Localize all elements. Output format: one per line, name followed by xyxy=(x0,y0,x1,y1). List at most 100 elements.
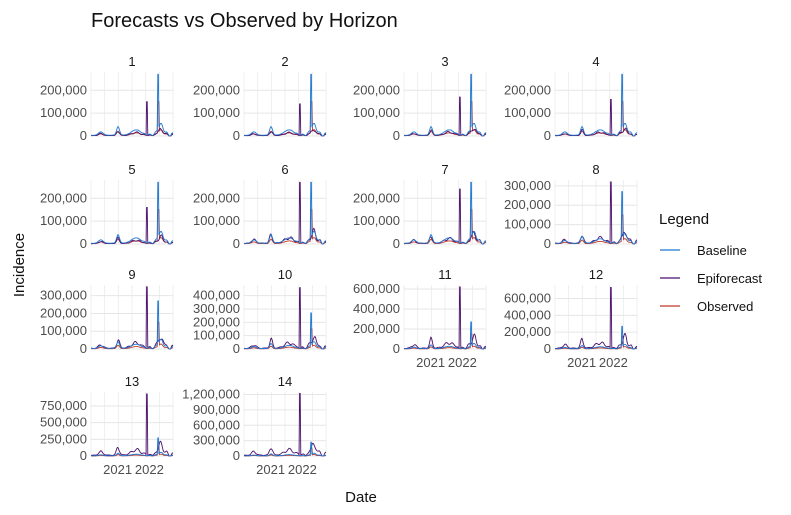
facet-strip-label: 5 xyxy=(128,162,135,177)
facet-panels: 10100,000200,00020100,000200,00030100,00… xyxy=(40,54,638,477)
legend-label-epiforecast: Epiforecast xyxy=(697,271,762,286)
y-tick-label: 300,000 xyxy=(193,301,240,316)
facet-panel-11: 11 0 200,000 400,000 600,000 2021 2022 xyxy=(353,267,487,370)
y-tick-label: 100,000 xyxy=(193,213,240,228)
series-line-baseline xyxy=(555,73,638,137)
y-tick-label: 200,000 xyxy=(353,82,400,97)
facet-panel-3: 3 0 100,000 200,000 xyxy=(353,54,487,143)
facet-strip-label: 11 xyxy=(438,267,452,282)
x-tick-label: 2021 xyxy=(256,462,285,477)
y-tick-label: 0 xyxy=(80,341,87,356)
x-tick-label: 2022 xyxy=(599,355,628,370)
legend-title: Legend xyxy=(659,211,709,228)
y-tick-label: 0 xyxy=(233,236,240,251)
facet-panel-12: 12 0 200,000 400,000 600,000 2021 2022 xyxy=(504,267,638,370)
facet-strip-label: 10 xyxy=(278,267,292,282)
y-tick-label: 100,000 xyxy=(40,213,87,228)
x-axis-title: Date xyxy=(345,489,377,506)
y-tick-label: 0 xyxy=(544,341,551,356)
series-line-observed xyxy=(91,321,173,350)
facet-panel-6: 6 0 100,000 200,000 xyxy=(193,162,327,251)
y-tick-label: 200,000 xyxy=(40,305,87,320)
y-tick-label: 300,000 xyxy=(504,178,551,193)
facet-panel-2: 2 0 100,000 200,000 xyxy=(193,54,327,143)
y-tick-label: 200,000 xyxy=(193,314,240,329)
y-tick-label: 200,000 xyxy=(504,324,551,339)
x-tick-label: 2022 xyxy=(288,462,317,477)
y-tick-label: 600,000 xyxy=(353,281,400,296)
y-tick-label: 750,000 xyxy=(40,398,87,413)
facet-strip-label: 3 xyxy=(441,54,448,69)
facet-strip-label: 14 xyxy=(278,374,292,389)
y-tick-label: 0 xyxy=(393,236,400,251)
series-line-baseline xyxy=(91,300,174,350)
y-tick-label: 100,000 xyxy=(193,105,240,120)
series-line-baseline xyxy=(404,181,487,245)
facet-strip-label: 4 xyxy=(592,54,599,69)
y-tick-label: 0 xyxy=(544,236,551,251)
facet-strip-label: 8 xyxy=(592,162,599,177)
series-line-baseline xyxy=(555,191,638,245)
y-tick-label: 0 xyxy=(80,128,87,143)
y-tick-label: 0 xyxy=(393,341,400,356)
facet-panel-9: 9 0 100,000 200,000 300,000 xyxy=(40,267,174,356)
series-line-epiforecast xyxy=(555,287,638,350)
y-tick-label: 0 xyxy=(80,236,87,251)
facet-panel-7: 7 0 100,000 200,000 xyxy=(353,162,487,251)
y-tick-label: 300,000 xyxy=(40,288,87,303)
series-line-baseline xyxy=(91,181,174,245)
y-axis-title: Incidence xyxy=(11,233,28,297)
y-tick-label: 200,000 xyxy=(193,82,240,97)
series-line-epiforecast xyxy=(244,393,327,457)
y-tick-label: 100,000 xyxy=(193,328,240,343)
legend-label-baseline: Baseline xyxy=(697,243,747,258)
y-tick-label: 100,000 xyxy=(40,323,87,338)
y-tick-label: 200,000 xyxy=(504,82,551,97)
facet-strip-label: 7 xyxy=(441,162,448,177)
facet-strip-label: 2 xyxy=(281,54,288,69)
x-tick-label: 2021 xyxy=(567,355,596,370)
facet-strip-label: 1 xyxy=(128,54,135,69)
series-line-epiforecast xyxy=(91,206,174,245)
y-tick-label: 200,000 xyxy=(504,197,551,212)
facet-panel-1: 1 0 100,000 200,000 xyxy=(40,54,174,143)
series-line-epiforecast xyxy=(403,286,487,350)
y-tick-label: 100,000 xyxy=(504,105,551,120)
y-tick-label: 0 xyxy=(80,448,87,463)
y-tick-label: 400,000 xyxy=(193,288,240,303)
y-tick-label: 200,000 xyxy=(353,321,400,336)
y-tick-label: 0 xyxy=(233,128,240,143)
y-tick-label: 600,000 xyxy=(504,290,551,305)
y-tick-label: 300,000 xyxy=(193,433,240,448)
x-tick-label: 2022 xyxy=(135,462,164,477)
facet-strip-label: 12 xyxy=(589,267,603,282)
y-tick-label: 200,000 xyxy=(40,190,87,205)
y-tick-label: 400,000 xyxy=(353,301,400,316)
facet-panel-4: 4 0 100,000 200,000 xyxy=(504,54,638,143)
series-line-baseline xyxy=(91,73,174,137)
y-tick-label: 100,000 xyxy=(504,217,551,232)
legend: Legend Baseline Epiforecast Observed xyxy=(659,211,762,314)
y-tick-label: 200,000 xyxy=(353,190,400,205)
series-line-observed xyxy=(555,214,637,245)
series-line-epiforecast xyxy=(244,103,327,137)
series-line-baseline xyxy=(404,73,487,137)
y-tick-label: 0 xyxy=(393,128,400,143)
series-line-baseline xyxy=(91,437,173,457)
series-line-epiforecast xyxy=(91,101,174,137)
series-line-baseline xyxy=(244,312,327,350)
y-tick-label: 100,000 xyxy=(353,213,400,228)
facet-panel-8: 8 0 100,000 200,000 300,000 xyxy=(504,162,638,251)
y-tick-label: 200,000 xyxy=(40,82,87,97)
y-tick-label: 900,000 xyxy=(193,402,240,417)
y-tick-label: 200,000 xyxy=(193,190,240,205)
facet-strip-label: 6 xyxy=(281,162,288,177)
series-line-baseline xyxy=(244,441,326,457)
legend-label-observed: Observed xyxy=(697,299,753,314)
series-line-epiforecast xyxy=(90,393,174,457)
chart-title: Forecasts vs Observed by Horizon xyxy=(91,10,398,32)
